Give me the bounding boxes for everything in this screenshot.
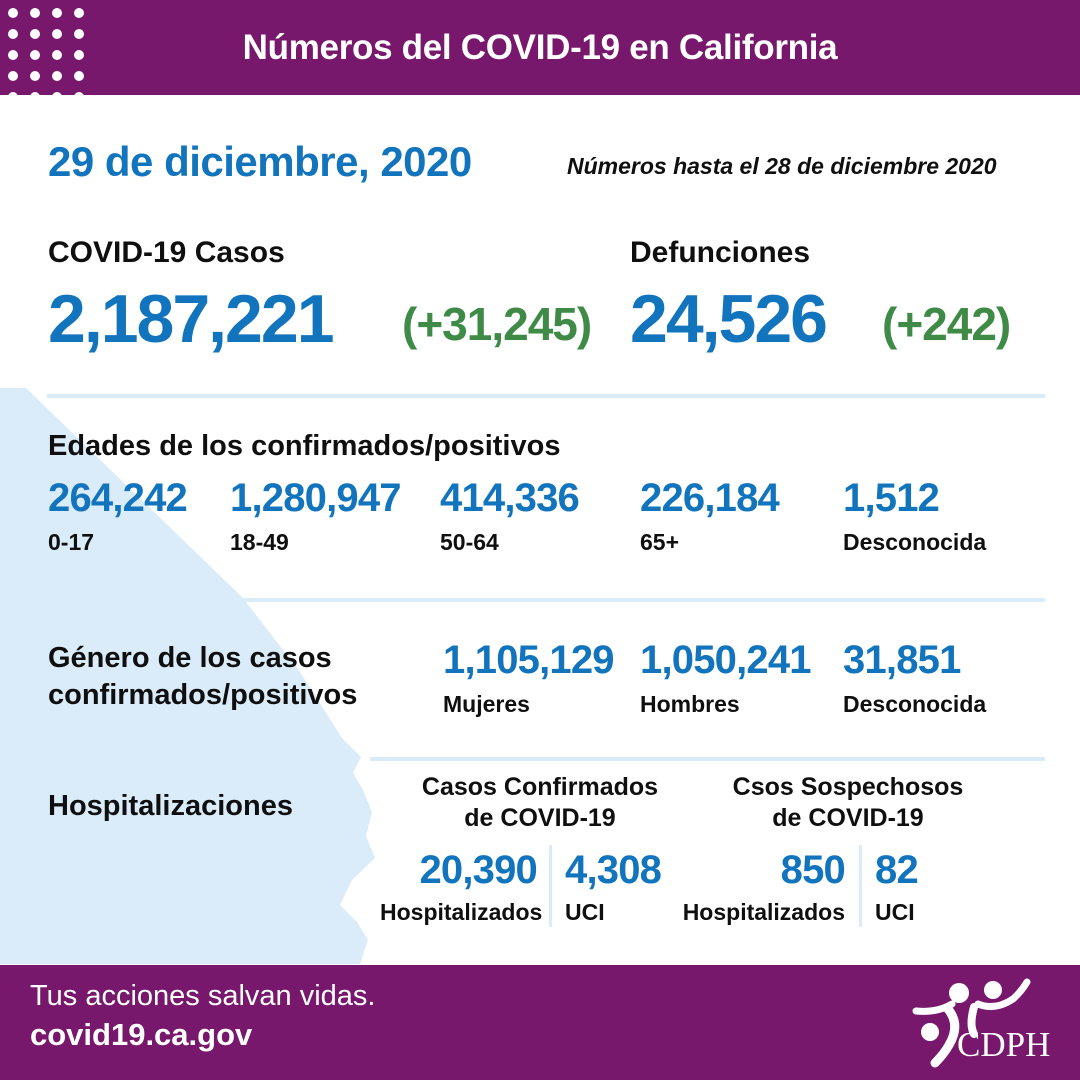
dots-pattern-icon: [8, 8, 84, 95]
confirmed-icu-value: 4,308: [565, 848, 662, 892]
age-value: 264,242: [48, 476, 188, 520]
divider: [549, 845, 552, 927]
hospitalizations-section-title: Hospitalizaciones: [48, 790, 293, 822]
age-label: Desconocida: [843, 529, 987, 555]
suspected-hospitalized-value: 850: [780, 848, 846, 892]
confirmed-icu-stat: 4,308 UCI: [565, 848, 662, 926]
age-label: 65+: [640, 529, 680, 555]
gender-value: 31,851: [843, 638, 961, 682]
cases-total: 2,187,221: [48, 281, 335, 357]
cdph-logo-text: CDPH: [957, 1025, 1050, 1064]
suspected-hospitalized-stat: 850 Hospitalizados: [660, 848, 846, 926]
gender-value: 1,105,129: [443, 638, 615, 682]
confirmed-hospitalized-stat: 20,390 Hospitalizados: [380, 848, 543, 926]
gender-title-line1: Género de los casos: [48, 642, 332, 674]
age-label: 50-64: [440, 529, 499, 555]
age-value: 1,512: [843, 476, 940, 520]
deaths-delta: (+242): [882, 298, 1011, 350]
confirmed-cases-header: Casos Confirmados de COVID-19: [410, 772, 670, 834]
footer-url-link[interactable]: covid19.ca.gov: [30, 1017, 253, 1052]
gender-label: Mujeres: [443, 691, 530, 717]
gender-label: Desconocida: [843, 691, 987, 717]
confirmed-hospitalized-label: Hospitalizados: [380, 899, 543, 925]
confirmed-header-line2: de COVID-19: [464, 804, 616, 832]
age-group-unknown: 1,512 Desconocida: [843, 478, 986, 556]
confirmed-icu-label: UCI: [565, 899, 605, 925]
ages-section-title: Edades de los confirmados/positivos: [48, 430, 561, 462]
cdph-logo: CDPH: [912, 978, 1050, 1068]
gender-title-line2: confirmados/positivos: [48, 679, 358, 711]
suspected-icu-value: 82: [875, 848, 919, 892]
gender-section-title: Género de los casos confirmados/positivo…: [48, 640, 357, 714]
age-label: 0-17: [48, 529, 95, 555]
gender-value: 1,050,241: [640, 638, 812, 682]
page-title: Números del COVID-19 en California: [242, 27, 838, 67]
suspected-header-line2: de COVID-19: [772, 804, 924, 832]
divider: [47, 394, 1045, 398]
as-of-note: Números hasta el 28 de diciembre 2020: [567, 153, 997, 179]
age-group-18-49: 1,280,947 18-49: [230, 476, 402, 556]
suspected-hospitalized-label: Hospitalizados: [682, 899, 845, 925]
footer-bar: Tus acciones salvan vidas. covid19.ca.go…: [0, 965, 1080, 1080]
suspected-icu-stat: 82 UCI: [875, 848, 919, 926]
divider: [859, 845, 862, 927]
age-value: 1,280,947: [230, 476, 402, 520]
age-group-65-plus: 226,184 65+: [640, 476, 780, 556]
footer-tagline: Tus acciones salvan vidas.: [30, 980, 376, 1012]
cases-label: COVID-19 Casos: [48, 236, 285, 269]
deaths-total: 24,526: [630, 281, 828, 357]
header-bar: Números del COVID-19 en California: [0, 0, 1080, 95]
suspected-icu-label: UCI: [875, 899, 915, 925]
gender-label: Hombres: [640, 691, 740, 717]
cases-delta: (+31,245): [402, 298, 592, 350]
suspected-cases-header: Csos Sospechosos de COVID-19: [718, 772, 978, 834]
age-value: 414,336: [440, 476, 580, 520]
deaths-label: Defunciones: [630, 236, 811, 269]
gender-female: 1,105,129 Mujeres: [443, 638, 615, 718]
confirmed-header-line1: Casos Confirmados: [421, 773, 659, 801]
report-date: 29 de diciembre, 2020: [48, 138, 472, 185]
gender-unknown: 31,851 Desconocida: [843, 640, 986, 718]
california-map-icon: [0, 388, 375, 964]
age-label: 18-49: [230, 529, 289, 555]
divider: [370, 757, 1045, 761]
age-group-0-17: 264,242 0-17: [48, 476, 188, 556]
age-value: 226,184: [640, 476, 780, 520]
confirmed-hospitalized-value: 20,390: [419, 848, 537, 892]
suspected-header-line1: Csos Sospechosos: [732, 773, 964, 801]
gender-male: 1,050,241 Hombres: [640, 638, 812, 718]
divider: [226, 598, 1045, 602]
age-group-50-64: 414,336 50-64: [440, 476, 580, 556]
